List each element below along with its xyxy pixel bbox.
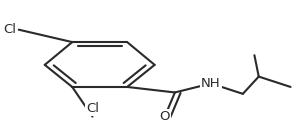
Text: NH: NH — [201, 77, 221, 90]
Text: O: O — [159, 110, 170, 123]
Text: Cl: Cl — [86, 102, 99, 115]
Text: Cl: Cl — [3, 23, 16, 36]
